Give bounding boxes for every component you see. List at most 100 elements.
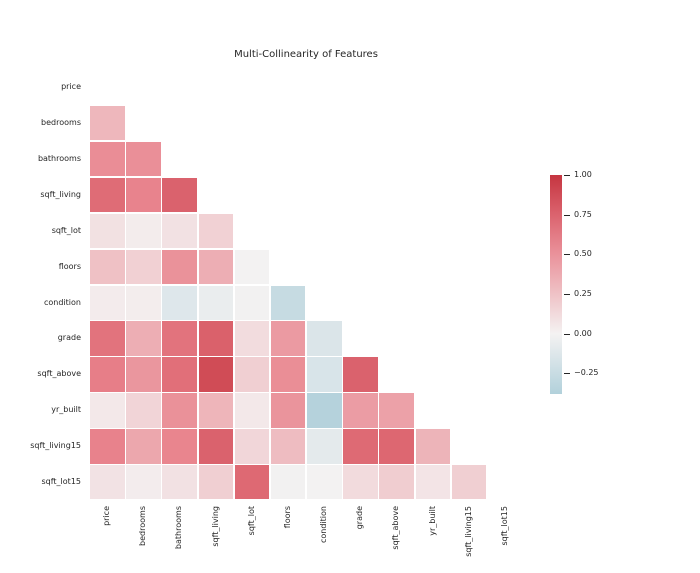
heatmap-cell — [269, 356, 307, 393]
y-tick-label: bathrooms — [37, 153, 81, 163]
heatmap-cell — [342, 464, 379, 501]
y-tick-label: floors — [58, 261, 81, 271]
heatmap-cell — [306, 464, 343, 501]
y-tick-label: yr_built — [51, 405, 81, 415]
heatmap-cell — [197, 428, 235, 465]
heatmap-cell — [197, 392, 235, 429]
heatmap-cell — [306, 392, 343, 429]
heatmap-cell — [197, 284, 235, 321]
heatmap-cell — [89, 464, 126, 501]
heatmap-cell — [378, 464, 415, 501]
heatmap-cell — [233, 320, 271, 357]
heatmap-cell — [89, 392, 126, 429]
heatmap-cell — [378, 392, 415, 429]
heatmap-cell — [269, 464, 307, 501]
heatmap-cell — [125, 464, 162, 501]
colorbar-tick-label: 0.75 — [574, 209, 592, 219]
heatmap-cell — [125, 284, 162, 321]
heatmap-cell — [269, 428, 307, 465]
x-tick-label: condition — [319, 506, 329, 543]
heatmap-cell — [89, 140, 126, 178]
colorbar-tick-label: 0.50 — [574, 249, 592, 259]
x-tick-label: bathrooms — [174, 506, 184, 550]
heatmap-cell — [125, 140, 162, 178]
heatmap-cell — [269, 392, 307, 429]
heatmap-cell — [89, 212, 126, 250]
colorbar-tick-label: −0.25 — [574, 368, 599, 378]
heatmap-cell — [342, 428, 379, 465]
heatmap-cell — [233, 392, 271, 429]
heatmap-cell — [414, 464, 452, 501]
heatmap-cell — [125, 392, 162, 429]
heatmap-cell — [125, 320, 162, 357]
heatmap-cell — [414, 428, 452, 465]
chart-title: Multi-Collinearity of Features — [234, 49, 378, 60]
heatmap-cell — [378, 428, 415, 465]
heatmap-cell — [89, 428, 126, 465]
heatmap-cell — [161, 464, 198, 501]
heatmap-cell — [125, 248, 162, 285]
y-tick-label: price — [61, 82, 81, 91]
y-tick-label: sqft_above — [37, 369, 81, 379]
heatmap-cell — [233, 248, 271, 285]
colorbar-tick — [564, 254, 570, 256]
x-tick-label: sqft_above — [391, 506, 401, 550]
x-tick-label: sqft_lot — [246, 506, 256, 536]
heatmap-cell — [342, 392, 379, 429]
heatmap-cell — [89, 248, 126, 285]
heatmap-cell — [89, 176, 126, 214]
heatmap-cell — [269, 320, 307, 357]
heatmap-cell — [125, 428, 162, 465]
heatmap-cell — [197, 212, 235, 250]
y-tick-label: sqft_living15 — [30, 441, 81, 451]
heatmap-cell — [161, 356, 198, 393]
y-tick-label: sqft_living — [40, 189, 81, 199]
heatmap-cell — [125, 176, 162, 214]
heatmap-cell — [161, 248, 198, 285]
x-tick-label: price — [102, 506, 112, 526]
colorbar-tick-label: 1.00 — [574, 170, 592, 179]
y-tick-label: grade — [57, 333, 81, 343]
heatmap-cell — [450, 464, 488, 501]
heatmap-cell — [197, 320, 235, 357]
heatmap-cell — [89, 356, 126, 393]
y-tick-label: sqft_lot — [51, 225, 81, 235]
heatmap-cell — [161, 428, 198, 465]
heatmap-cell — [233, 464, 271, 501]
heatmap-cell — [233, 284, 271, 321]
heatmap-cell — [161, 320, 198, 357]
heatmap-cell — [306, 428, 343, 465]
heatmap-cell — [306, 320, 343, 357]
heatmap-cell — [233, 428, 271, 465]
x-tick-label: sqft_living15 — [463, 506, 473, 557]
x-tick-label: sqft_living — [210, 506, 220, 547]
heatmap-cell — [161, 392, 198, 429]
heatmap-cell — [89, 320, 126, 357]
x-tick-label: bedrooms — [138, 506, 148, 546]
heatmap-cell — [161, 284, 198, 321]
x-tick-label: floors — [282, 506, 292, 529]
heatmap-cell — [197, 464, 235, 501]
colorbar-tick — [564, 333, 570, 335]
heatmap-cell — [342, 356, 379, 393]
colorbar-tick — [564, 175, 570, 176]
x-tick-label: grade — [355, 506, 365, 530]
heatmap-cell — [233, 356, 271, 393]
heatmap-cell — [161, 176, 198, 214]
heatmap-cell — [269, 284, 307, 321]
colorbar-tick — [564, 214, 570, 216]
colorbar-gradient — [550, 175, 562, 394]
colorbar-tick — [564, 373, 570, 375]
heatmap-cell — [197, 248, 235, 285]
y-tick-label: bedrooms — [41, 117, 81, 127]
colorbar-tick-label: 0.00 — [574, 328, 592, 338]
heatmap-cell — [89, 104, 126, 142]
heatmap-cell — [306, 356, 343, 393]
heatmap-cell — [89, 284, 126, 321]
heatmap-cell — [197, 356, 235, 393]
heatmap-cell — [125, 212, 162, 250]
heatmap-cell — [161, 212, 198, 250]
x-tick-label: yr_built — [427, 506, 437, 536]
x-tick-label: sqft_lot15 — [499, 506, 509, 546]
